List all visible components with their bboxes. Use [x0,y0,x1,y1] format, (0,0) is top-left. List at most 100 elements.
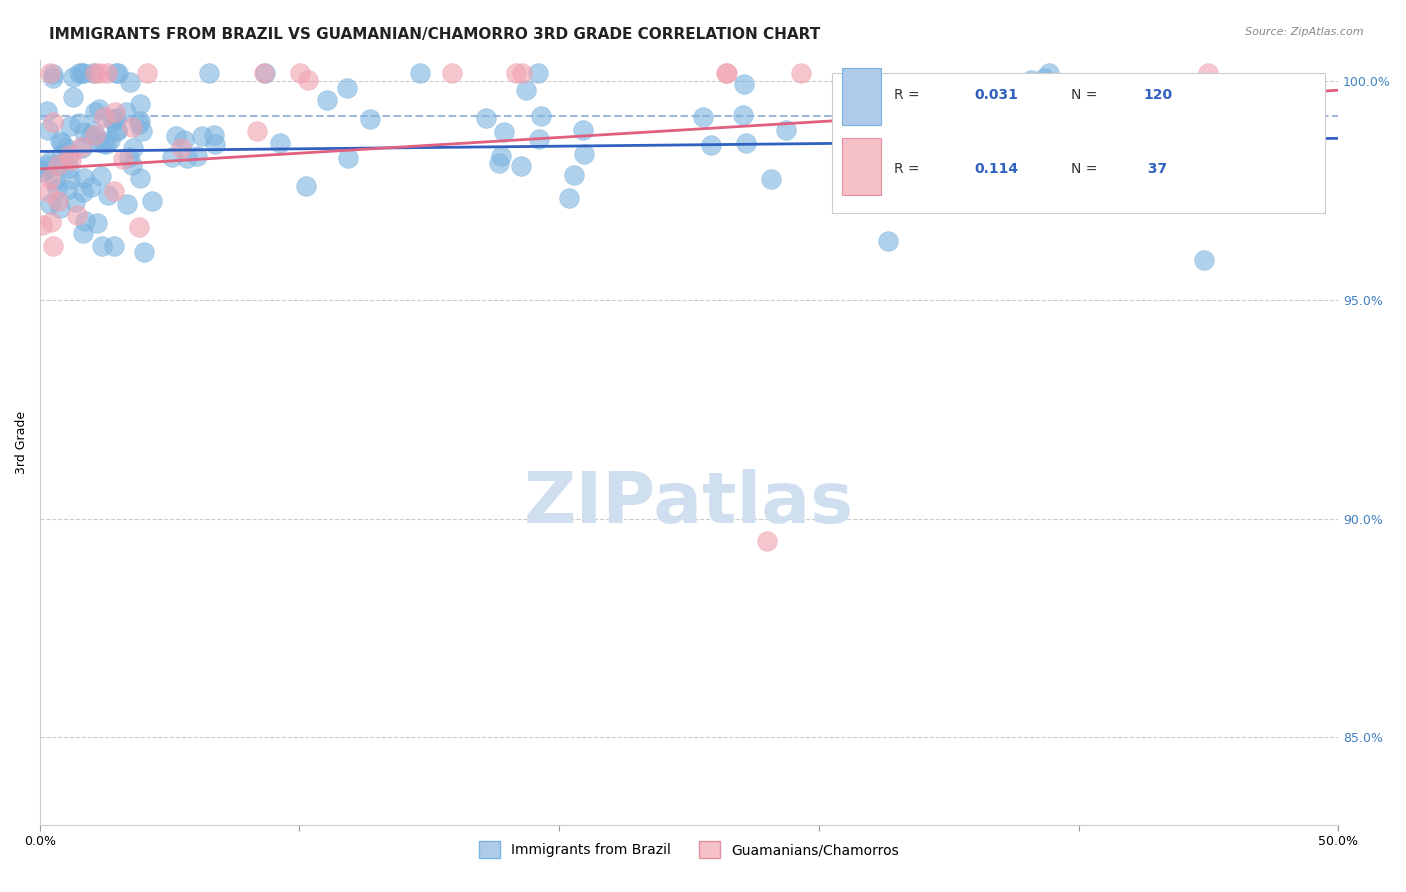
Point [115,105,138,120]
Point [128,114,150,128]
Point [86,215,108,229]
Point [39,66,62,80]
Point [49,201,72,215]
Point [56,151,79,165]
Point [562,168,585,182]
Point [104,105,127,120]
Point [191,128,214,143]
Point [515,83,537,97]
Point [121,120,143,134]
Point [38,155,60,169]
Point [269,136,291,151]
Point [851,112,873,127]
Text: R =: R = [894,162,924,176]
Point [48,194,70,208]
Point [101,112,124,126]
Point [1192,253,1215,268]
Point [91,136,114,151]
Text: 0.114: 0.114 [974,162,1019,176]
Point [35,159,58,173]
Point [572,122,595,136]
Point [84,128,107,143]
Text: 37: 37 [1143,162,1167,176]
FancyBboxPatch shape [842,138,882,195]
Point [1197,66,1219,80]
Point [117,197,139,211]
Point [288,66,311,80]
Point [72,227,94,241]
Point [72,186,94,200]
Point [733,77,755,91]
Point [58,148,80,162]
Point [129,96,152,111]
Point [505,66,527,80]
Point [49,134,72,148]
Point [70,140,93,154]
Point [67,66,90,80]
Point [128,219,150,234]
Point [336,151,359,165]
Point [73,170,96,185]
Point [950,102,973,116]
Point [51,147,73,161]
Point [56,183,79,197]
Point [46,158,69,172]
Point [72,66,94,80]
Point [176,151,198,165]
Point [94,137,117,152]
Point [63,194,86,209]
Point [51,136,73,150]
Point [1046,105,1069,120]
Point [131,124,153,138]
Point [129,171,152,186]
Point [44,158,66,172]
Point [42,115,65,129]
Text: N =: N = [1071,162,1101,176]
Point [80,180,103,194]
Point [37,185,59,199]
Point [58,119,80,133]
Point [93,110,115,124]
Point [494,125,516,139]
Point [80,128,103,143]
Legend: Immigrants from Brazil, Guamanians/Chamorros: Immigrants from Brazil, Guamanians/Chamo… [474,836,904,863]
Point [107,123,129,137]
Point [1119,106,1142,120]
Point [489,149,512,163]
Point [42,70,65,85]
Point [31,165,53,179]
Point [845,87,868,102]
Point [96,66,118,80]
Text: Source: ZipAtlas.com: Source: ZipAtlas.com [1246,27,1364,37]
Point [141,194,163,208]
Point [90,169,112,183]
Point [62,70,84,85]
Point [714,66,737,80]
Point [755,533,778,548]
Point [510,159,533,173]
Y-axis label: 3rd Grade: 3rd Grade [15,410,28,474]
Point [121,158,143,172]
Point [510,66,533,80]
Point [82,66,104,80]
Point [83,124,105,138]
Point [1185,103,1208,117]
Point [1019,73,1042,87]
Point [1032,71,1054,86]
Point [62,89,84,103]
Point [103,114,125,128]
Point [84,104,107,119]
Point [38,197,60,211]
Point [55,141,77,155]
Text: IMMIGRANTS FROM BRAZIL VS GUAMANIAN/CHAMORRO 3RD GRADE CORRELATION CHART: IMMIGRANTS FROM BRAZIL VS GUAMANIAN/CHAM… [49,27,821,42]
Point [121,141,143,155]
Point [475,111,498,125]
Point [246,124,269,138]
Text: N =: N = [1071,87,1101,102]
Point [70,66,93,80]
Point [204,136,226,151]
Point [105,66,128,80]
Point [41,215,63,229]
Point [572,147,595,161]
Point [169,141,191,155]
